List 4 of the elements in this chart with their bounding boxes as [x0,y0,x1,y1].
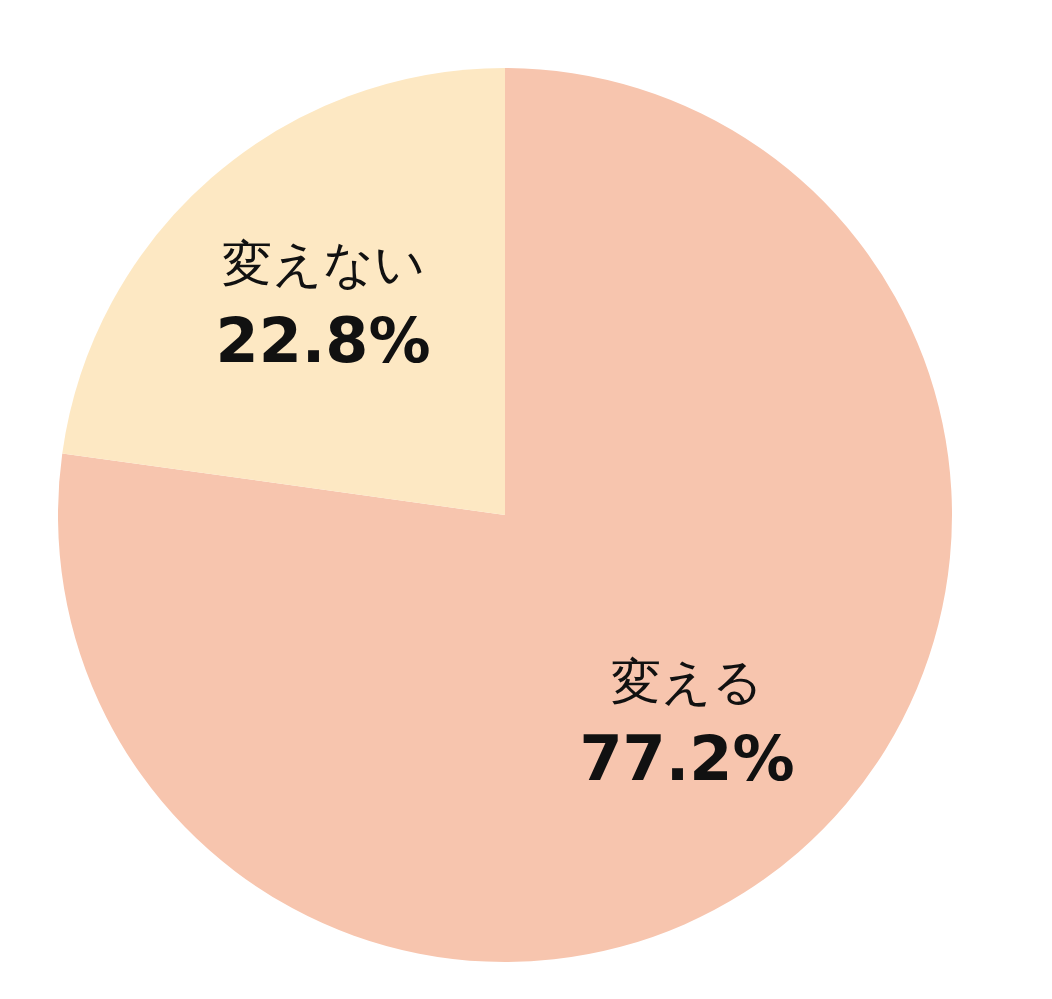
slice-label: 変えない [221,234,425,293]
data-label: 77.2% [579,722,795,796]
data-label: 22.8% [215,304,431,378]
slice-label: 変える [610,653,763,712]
